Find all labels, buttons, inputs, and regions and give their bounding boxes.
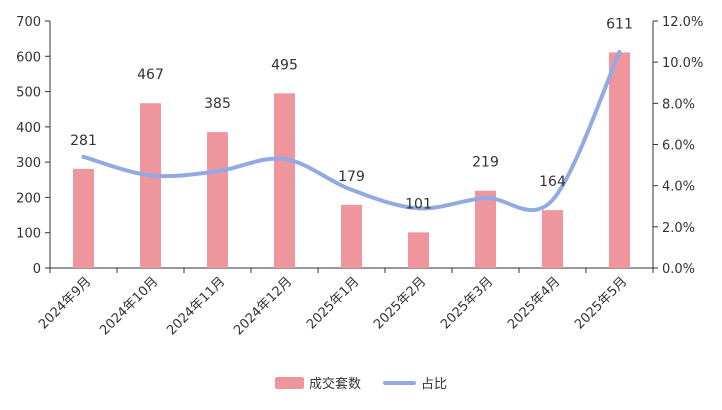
legend-swatch-bars [275, 377, 304, 389]
x-tick-label: 2025年3月 [438, 274, 496, 332]
y-left-tick-label: 300 [16, 156, 41, 171]
y-right-tick-label: 10.0% [662, 56, 703, 71]
data-label: 281 [70, 133, 97, 149]
legend[interactable]: 成交套数 占比 [275, 376, 447, 392]
data-label: 385 [204, 96, 231, 112]
x-tick-label: 2025年5月 [572, 274, 630, 332]
line-series [81, 49, 622, 213]
bar[interactable] [207, 132, 228, 268]
y-left-tick-label: 400 [16, 121, 41, 136]
legend-label-line: 占比 [421, 377, 447, 392]
data-label: 495 [271, 57, 298, 73]
line-path [81, 49, 622, 213]
bar[interactable] [73, 168, 94, 268]
bar[interactable] [542, 210, 563, 268]
data-label: 164 [539, 174, 566, 190]
y-left-axis: 0 100 200 300 400 500 600 700 [16, 15, 51, 277]
y-left-tick-label: 700 [16, 15, 41, 30]
bar-series [73, 52, 630, 269]
x-axis: 2024年9月 2024年10月 2024年11月 2024年12月 2025年1月 20… [36, 267, 654, 338]
y-right-tick-label: 4.0% [662, 180, 695, 195]
x-tick-label: 2024年9月 [36, 274, 94, 332]
bar[interactable] [609, 52, 630, 269]
x-tick-label: 2024年12月 [231, 274, 295, 338]
data-label: 219 [472, 155, 499, 171]
data-label: 179 [338, 169, 365, 185]
y-right-tick-label: 2.0% [662, 221, 695, 236]
x-tick-label: 2024年11月 [164, 274, 228, 338]
y-left-tick-label: 100 [16, 227, 41, 242]
x-tick-label: 2025年1月 [304, 274, 362, 332]
bar[interactable] [341, 204, 362, 268]
x-tick-label: 2025年2月 [371, 274, 429, 332]
data-label: 611 [606, 16, 633, 32]
data-label: 101 [405, 196, 432, 212]
bar[interactable] [408, 232, 429, 268]
y-right-tick-label: 8.0% [662, 97, 695, 112]
y-right-axis: 0.0% 2.0% 4.0% 6.0% 8.0% 10.0% 12.0% [652, 15, 703, 277]
data-labels: 281 467 385 495 179 101 219 164 611 [70, 16, 633, 212]
x-tick-label: 2025年4月 [505, 274, 563, 332]
bar[interactable] [140, 103, 161, 268]
y-right-tick-label: 0.0% [662, 262, 695, 277]
x-tick-label: 2024年10月 [97, 274, 161, 338]
y-left-tick-label: 0 [33, 262, 41, 277]
y-left-tick-label: 200 [16, 191, 41, 206]
bar[interactable] [274, 93, 295, 268]
bar[interactable] [475, 190, 496, 268]
y-left-tick-label: 500 [16, 86, 41, 101]
y-left-tick-label: 600 [16, 50, 41, 65]
y-right-tick-label: 6.0% [662, 139, 695, 154]
data-label: 467 [137, 67, 164, 83]
legend-label-bars: 成交套数 [309, 376, 361, 392]
y-right-tick-label: 12.0% [662, 15, 703, 30]
